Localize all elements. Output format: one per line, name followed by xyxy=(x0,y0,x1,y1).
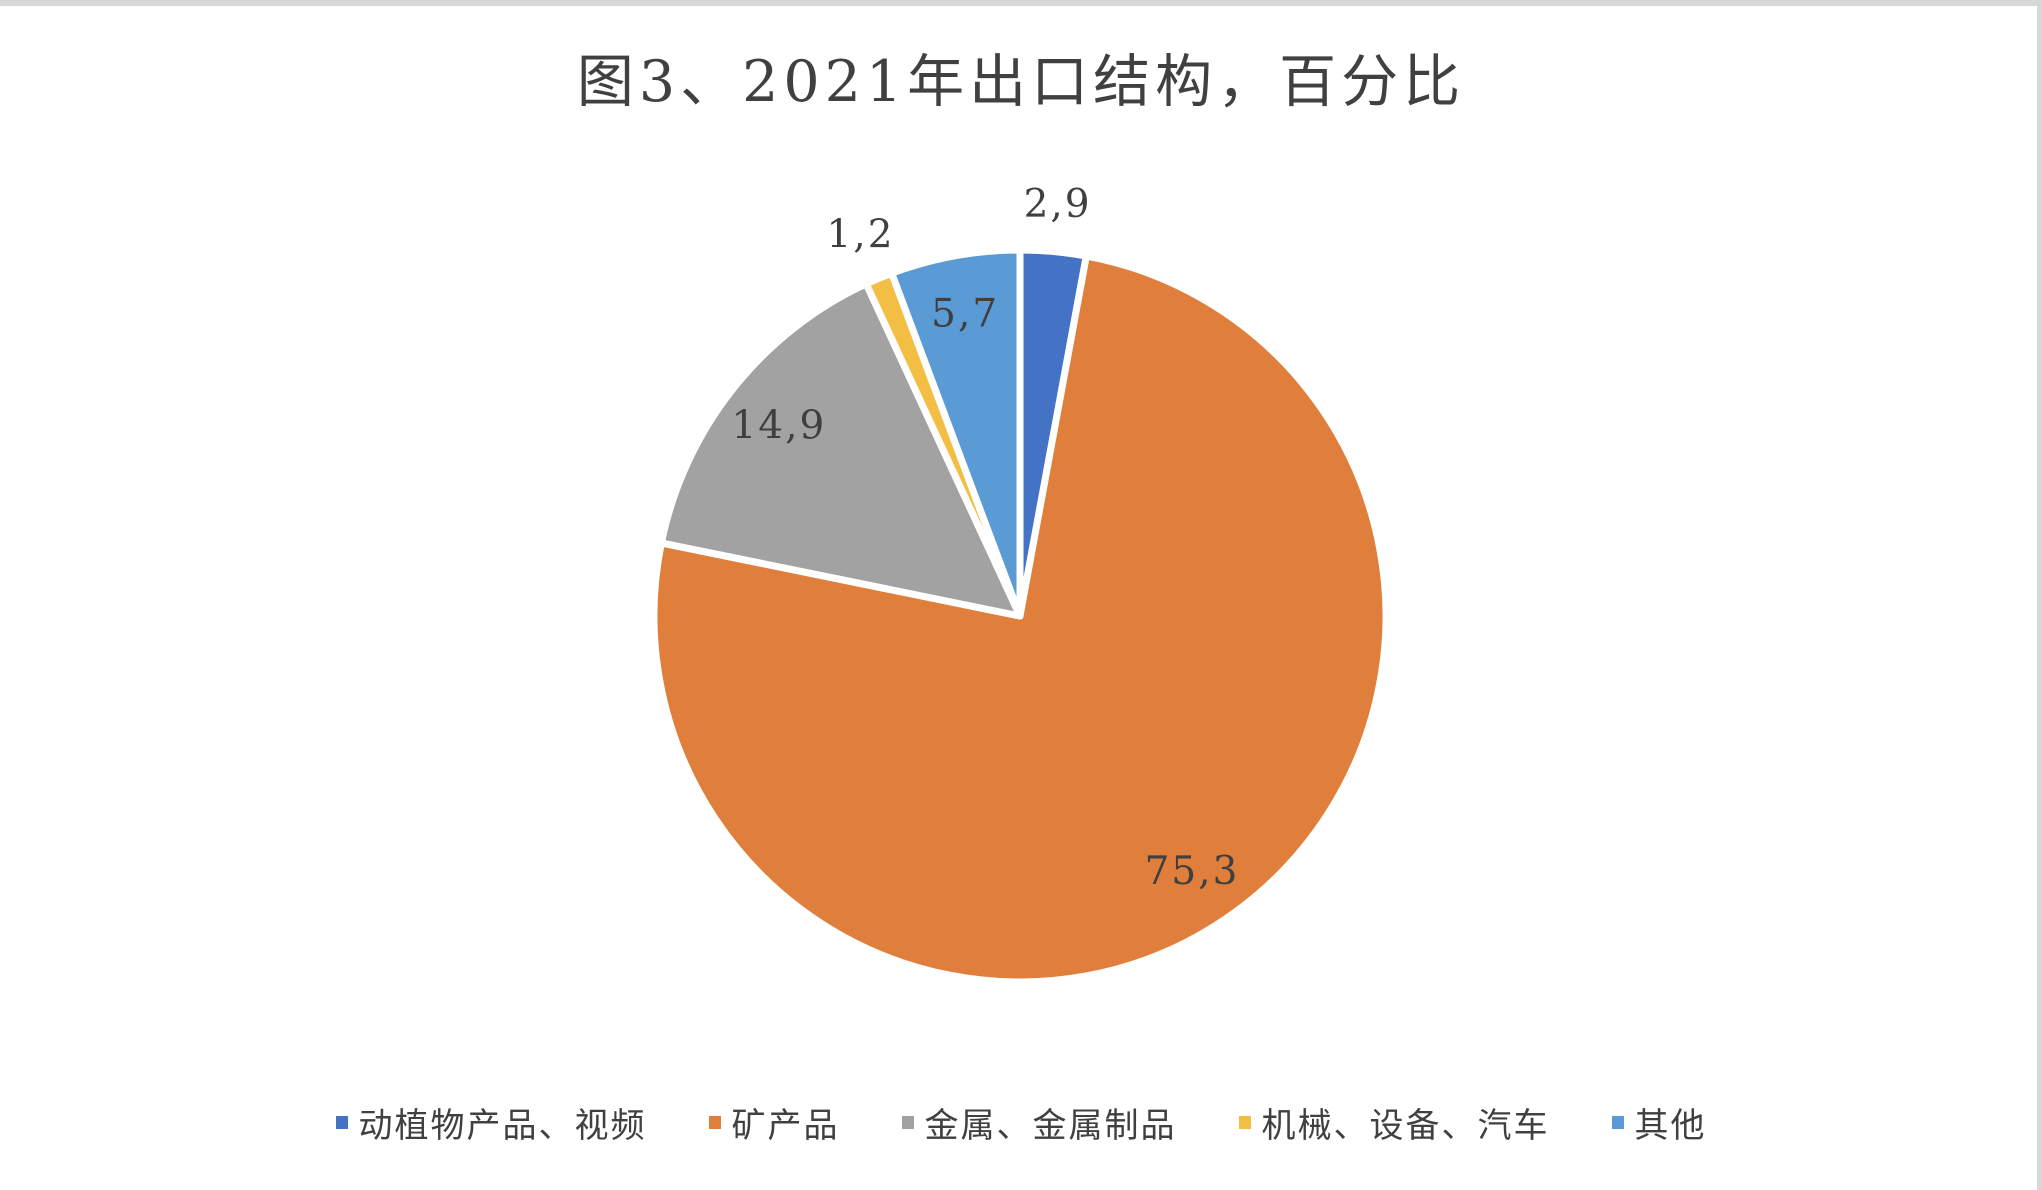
legend-marker-icon xyxy=(1238,1115,1251,1129)
screen-edge-right xyxy=(2037,0,2042,1190)
pie-slice-other[interactable] xyxy=(888,246,1024,620)
data-label-machinery-equipment-vehicles: 1,2 xyxy=(826,212,894,257)
legend-label: 矿产品 xyxy=(731,1105,840,1146)
legend-item-metals-metal-products[interactable]: 金属、金属制品 xyxy=(901,1098,1177,1147)
data-label-metals-metal-products: 14,9 xyxy=(731,403,826,448)
legend-item-machinery-equipment-vehicles[interactable]: 机械、设备、汽车 xyxy=(1238,1098,1550,1147)
legend-label: 其他 xyxy=(1634,1105,1707,1146)
legend-marker-icon xyxy=(708,1115,721,1129)
screen-edge-top xyxy=(0,0,2042,6)
legend-item-other[interactable]: 其他 xyxy=(1611,1098,1707,1147)
legend-item-mineral-products[interactable]: 矿产品 xyxy=(708,1098,840,1147)
data-label-other: 5,7 xyxy=(931,292,999,337)
data-label-mineral-products: 75,3 xyxy=(1145,849,1240,894)
legend-item-animal-plant-products-video[interactable]: 动植物产品、视频 xyxy=(335,1098,647,1147)
pie-slice-metals-metal-products[interactable] xyxy=(657,280,1024,620)
legend-marker-icon xyxy=(1611,1115,1624,1129)
legend-label: 机械、设备、汽车 xyxy=(1261,1105,1550,1146)
data-label-animal-plant-products-video: 2,9 xyxy=(1024,182,1092,227)
legend-marker-icon xyxy=(335,1115,348,1129)
legend-marker-icon xyxy=(901,1115,914,1129)
chart-title: 图3、2021年出口结构，百分比 xyxy=(576,49,1466,115)
legend-label: 动植物产品、视频 xyxy=(358,1105,647,1146)
chart-legend: 动植物产品、视频 矿产品 金属、金属制品 机械、设备、汽车 其他 xyxy=(0,1094,2042,1150)
legend-label: 金属、金属制品 xyxy=(924,1105,1177,1146)
